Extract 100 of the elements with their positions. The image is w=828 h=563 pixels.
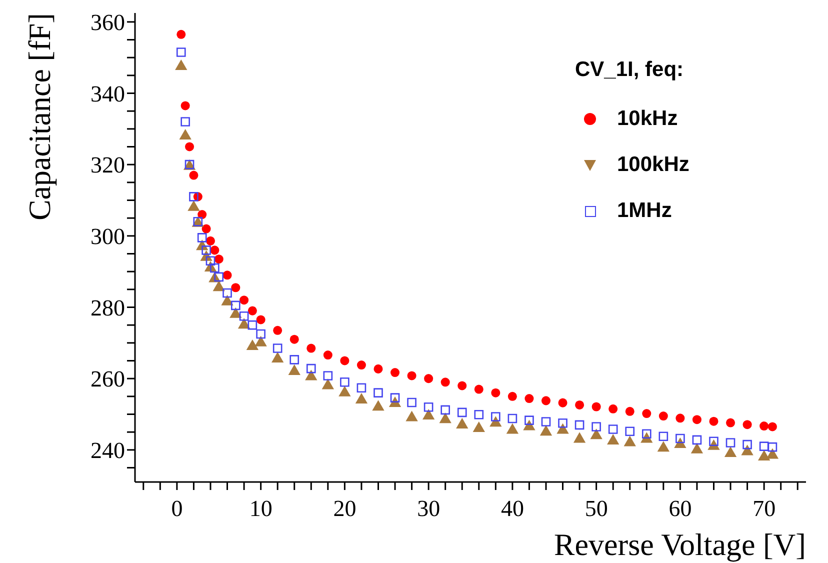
- point: [222, 288, 232, 298]
- point: [323, 371, 333, 380]
- point: [231, 283, 240, 292]
- point: [575, 400, 584, 410]
- point: [558, 418, 568, 428]
- point: [322, 378, 334, 390]
- point: [214, 254, 224, 264]
- point: [474, 410, 484, 420]
- y-tick-label: 340: [90, 81, 125, 106]
- point: [256, 315, 266, 324]
- point: [541, 396, 550, 406]
- point: [212, 280, 225, 292]
- point: [440, 405, 450, 415]
- point: [540, 425, 552, 436]
- point: [439, 412, 452, 424]
- point: [176, 48, 186, 57]
- point: [372, 400, 384, 411]
- point: [240, 296, 249, 305]
- y-axis-title: Capacitance [fF]: [22, 13, 57, 220]
- point: [248, 306, 257, 316]
- point: [356, 360, 366, 370]
- legend-label: 1MHz: [617, 199, 672, 223]
- point: [758, 450, 770, 461]
- point: [210, 246, 220, 255]
- point: [323, 350, 332, 360]
- point: [768, 422, 777, 432]
- point: [607, 434, 620, 444]
- point: [508, 414, 518, 424]
- point: [422, 409, 435, 420]
- point: [189, 192, 198, 202]
- point: [356, 383, 366, 392]
- point: [202, 224, 211, 234]
- point: [424, 402, 434, 412]
- point: [290, 334, 299, 344]
- point: [742, 440, 752, 450]
- point: [759, 442, 769, 451]
- point: [524, 416, 534, 425]
- point: [768, 442, 778, 452]
- point: [657, 441, 670, 452]
- point: [374, 388, 383, 398]
- point: [474, 384, 484, 394]
- point: [180, 117, 190, 126]
- point: [407, 398, 416, 408]
- point: [206, 236, 215, 246]
- point: [202, 246, 211, 255]
- point: [491, 412, 500, 422]
- point: [206, 256, 216, 266]
- x-tick-label: 10: [249, 496, 272, 521]
- point: [185, 142, 194, 152]
- point: [305, 370, 318, 380]
- point: [256, 329, 266, 339]
- point: [674, 438, 686, 448]
- point: [306, 364, 316, 374]
- point: [290, 355, 300, 364]
- point: [726, 438, 736, 448]
- point: [440, 378, 450, 387]
- y-tick-label: 300: [90, 224, 125, 250]
- point: [658, 412, 668, 421]
- point: [189, 170, 198, 180]
- point: [180, 101, 190, 110]
- y-tick-label: 240: [90, 438, 125, 464]
- point: [766, 448, 779, 459]
- point: [760, 422, 769, 431]
- point: [726, 418, 736, 428]
- point: [541, 417, 551, 426]
- point: [642, 429, 652, 438]
- point: [592, 402, 601, 412]
- point: [390, 393, 400, 402]
- point: [676, 414, 685, 423]
- point: [524, 394, 534, 404]
- point: [407, 371, 416, 380]
- point: [676, 434, 685, 444]
- point: [406, 410, 418, 422]
- point: [608, 404, 618, 414]
- x-tick-label: 60: [668, 496, 692, 521]
- point: [231, 300, 240, 310]
- legend-title: CV_1I, feq:: [575, 58, 685, 82]
- point: [222, 270, 232, 280]
- point: [248, 320, 258, 330]
- point: [273, 326, 282, 335]
- x-tick-label: 0: [171, 496, 183, 521]
- x-tick-label: 30: [417, 496, 440, 521]
- x-tick-label: 50: [584, 496, 608, 521]
- point: [424, 374, 434, 384]
- legend-label: 100kHz: [617, 153, 690, 177]
- point: [742, 420, 752, 430]
- point: [374, 364, 383, 374]
- point: [198, 210, 207, 220]
- point: [390, 368, 400, 378]
- point: [590, 428, 602, 440]
- point: [355, 392, 368, 404]
- point: [239, 312, 249, 321]
- point: [458, 381, 467, 390]
- point: [340, 356, 350, 366]
- point: [176, 30, 186, 39]
- point: [340, 377, 350, 387]
- legend-label: 10kHz: [617, 107, 678, 131]
- point: [724, 446, 737, 457]
- y-tick-label: 260: [90, 366, 125, 392]
- point: [625, 406, 634, 416]
